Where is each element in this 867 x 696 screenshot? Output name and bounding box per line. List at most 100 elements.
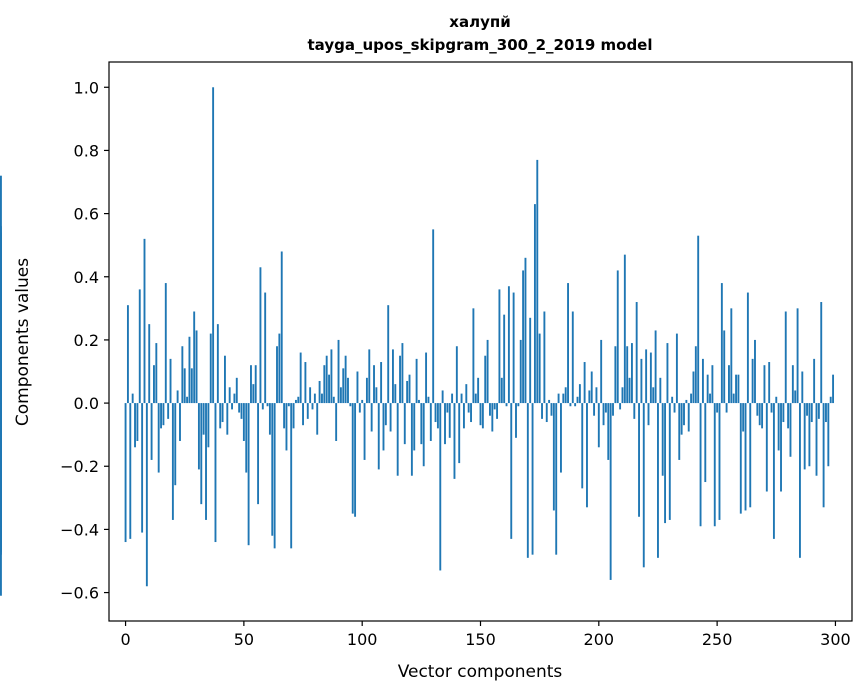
bar-component-212 bbox=[626, 346, 629, 404]
bar-component-208 bbox=[616, 270, 619, 404]
bar-component-189 bbox=[571, 311, 574, 404]
bar-component-40 bbox=[219, 403, 222, 429]
bar-component-171 bbox=[529, 317, 532, 404]
bar-component-89 bbox=[335, 403, 338, 441]
bar-component-227 bbox=[661, 403, 664, 476]
bar-component-87 bbox=[330, 349, 333, 404]
bar-component-215 bbox=[633, 403, 636, 419]
bar-component-224 bbox=[654, 330, 657, 404]
bar-component-60 bbox=[266, 403, 269, 407]
bar-component-69 bbox=[287, 403, 290, 407]
bar-component-172 bbox=[531, 403, 534, 555]
bar-component-221 bbox=[647, 403, 650, 426]
bar-component-153 bbox=[486, 339, 489, 404]
bar-component-273 bbox=[770, 403, 773, 413]
bar-component-164 bbox=[512, 292, 515, 404]
bar-component-192 bbox=[578, 384, 581, 404]
bar-component-155 bbox=[491, 403, 494, 432]
bar-component-119 bbox=[406, 380, 409, 404]
bar-component-56 bbox=[257, 403, 260, 505]
bar-component-267 bbox=[756, 403, 759, 416]
bar-component-117 bbox=[401, 343, 404, 404]
bar-component-140 bbox=[455, 346, 458, 404]
y-tick-label: 0.6 bbox=[74, 205, 99, 224]
bar-component-234 bbox=[678, 403, 681, 460]
bar-component-220 bbox=[645, 349, 648, 404]
bar-component-269 bbox=[761, 403, 764, 429]
bar-component-235 bbox=[680, 403, 683, 435]
bar-component-197 bbox=[590, 371, 593, 404]
bar-component-162 bbox=[507, 286, 510, 404]
bar-component-219 bbox=[642, 403, 645, 568]
bar-component-236 bbox=[683, 403, 685, 426]
bar-component-277 bbox=[780, 403, 782, 492]
bar-component-248 bbox=[711, 365, 714, 404]
bar-component-112 bbox=[389, 403, 392, 432]
y-axis-label: Components values bbox=[13, 258, 33, 426]
bar-component-266 bbox=[754, 339, 756, 404]
bar-component-196 bbox=[588, 390, 591, 404]
bar-component-2 bbox=[129, 403, 132, 539]
bar-component-80 bbox=[313, 393, 316, 404]
bar-component-225 bbox=[657, 403, 659, 558]
y-tick-label: −0.2 bbox=[60, 457, 99, 476]
bar-component-207 bbox=[614, 346, 617, 404]
bar-component-16 bbox=[162, 403, 165, 426]
bar-component-296 bbox=[825, 403, 827, 423]
bar-component-185 bbox=[562, 393, 565, 404]
bar-component-88 bbox=[332, 396, 335, 404]
bar-component-67 bbox=[283, 403, 286, 429]
bar-component-0 bbox=[124, 403, 127, 543]
bar-component-17 bbox=[164, 283, 167, 404]
bar-component-10 bbox=[148, 324, 151, 404]
bar-component-199 bbox=[595, 387, 598, 404]
bar-component-290 bbox=[810, 403, 813, 423]
bar-component-179 bbox=[548, 399, 551, 404]
bar-component-249 bbox=[713, 403, 716, 527]
bar-component-238 bbox=[687, 403, 690, 432]
bar-component-244 bbox=[701, 358, 704, 404]
bar-component-261 bbox=[742, 403, 745, 432]
bar-component-263 bbox=[746, 292, 749, 404]
bar-component-222 bbox=[649, 352, 652, 404]
bar-component-295 bbox=[822, 403, 825, 508]
bar-component-194 bbox=[583, 362, 586, 404]
bar-component-103 bbox=[368, 349, 371, 404]
bar-component-110 bbox=[384, 403, 387, 426]
bar-component-20 bbox=[171, 403, 174, 520]
bar-component-284 bbox=[796, 308, 799, 404]
bar-component-71 bbox=[292, 403, 295, 429]
bar-component-79 bbox=[311, 403, 314, 410]
bar-component-195 bbox=[586, 403, 588, 508]
bar-component-177 bbox=[543, 311, 546, 404]
bar-component-116 bbox=[399, 355, 401, 404]
bar-component-120 bbox=[408, 374, 411, 404]
y-tick-label: 1.0 bbox=[74, 78, 99, 97]
bar-component-85 bbox=[325, 355, 328, 404]
bar-component-280 bbox=[787, 403, 790, 429]
bar-component-237 bbox=[685, 399, 688, 404]
bar-component-97 bbox=[354, 403, 357, 517]
bar-component-258 bbox=[735, 374, 737, 404]
bar-component-257 bbox=[732, 393, 735, 404]
bar-component-158 bbox=[498, 289, 501, 404]
bar-component-1 bbox=[126, 305, 129, 404]
bar-component-130 bbox=[432, 229, 435, 404]
bar-component-188 bbox=[569, 403, 572, 407]
bar-component-145 bbox=[467, 403, 470, 413]
bar-component-254 bbox=[725, 403, 728, 413]
bar-component-26 bbox=[186, 396, 189, 404]
bar-component-44 bbox=[228, 387, 231, 404]
bar-component-231 bbox=[671, 396, 674, 404]
bar-component-47 bbox=[235, 377, 238, 404]
bar-component-37 bbox=[212, 87, 215, 404]
bar-component-46 bbox=[233, 393, 236, 404]
bar-component-167 bbox=[519, 339, 522, 404]
bar-component-136 bbox=[446, 403, 449, 413]
bar-component-151 bbox=[481, 403, 484, 429]
bar-component-90 bbox=[337, 339, 340, 404]
bar-component-25 bbox=[183, 368, 186, 404]
bar-component-265 bbox=[751, 358, 754, 404]
bar-component-176 bbox=[541, 403, 543, 419]
bars-group bbox=[0, 87, 835, 596]
